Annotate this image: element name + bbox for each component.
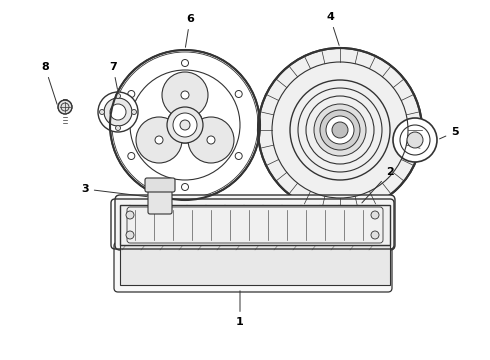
Circle shape	[126, 211, 134, 219]
Circle shape	[131, 109, 137, 114]
Text: 7: 7	[109, 62, 118, 89]
Circle shape	[58, 100, 72, 114]
Circle shape	[371, 231, 379, 239]
Circle shape	[326, 116, 354, 144]
Circle shape	[126, 231, 134, 239]
Circle shape	[104, 98, 132, 126]
Circle shape	[393, 118, 437, 162]
Circle shape	[98, 92, 138, 132]
Polygon shape	[115, 250, 390, 285]
FancyBboxPatch shape	[145, 178, 175, 192]
FancyBboxPatch shape	[148, 190, 172, 214]
Text: 2: 2	[362, 167, 394, 203]
Circle shape	[407, 132, 423, 148]
Circle shape	[155, 136, 163, 144]
Circle shape	[332, 122, 348, 138]
Circle shape	[162, 72, 208, 118]
Circle shape	[371, 211, 379, 219]
Circle shape	[180, 120, 190, 130]
Circle shape	[181, 91, 189, 99]
Circle shape	[167, 107, 203, 143]
Circle shape	[188, 117, 234, 163]
Circle shape	[314, 104, 366, 156]
Text: 3: 3	[81, 184, 147, 197]
Circle shape	[116, 126, 121, 131]
Circle shape	[116, 94, 121, 99]
FancyBboxPatch shape	[115, 195, 395, 250]
Polygon shape	[120, 245, 390, 285]
FancyBboxPatch shape	[114, 242, 392, 292]
Text: 6: 6	[185, 14, 194, 47]
Text: 1: 1	[236, 291, 244, 327]
Circle shape	[173, 113, 197, 137]
Text: 5: 5	[440, 127, 459, 139]
Circle shape	[110, 104, 126, 120]
Circle shape	[258, 48, 422, 212]
Circle shape	[207, 136, 215, 144]
Text: 8: 8	[41, 62, 57, 104]
Text: 4: 4	[326, 12, 339, 45]
Circle shape	[320, 110, 360, 150]
Circle shape	[99, 109, 104, 114]
Circle shape	[136, 117, 182, 163]
Polygon shape	[120, 205, 390, 245]
